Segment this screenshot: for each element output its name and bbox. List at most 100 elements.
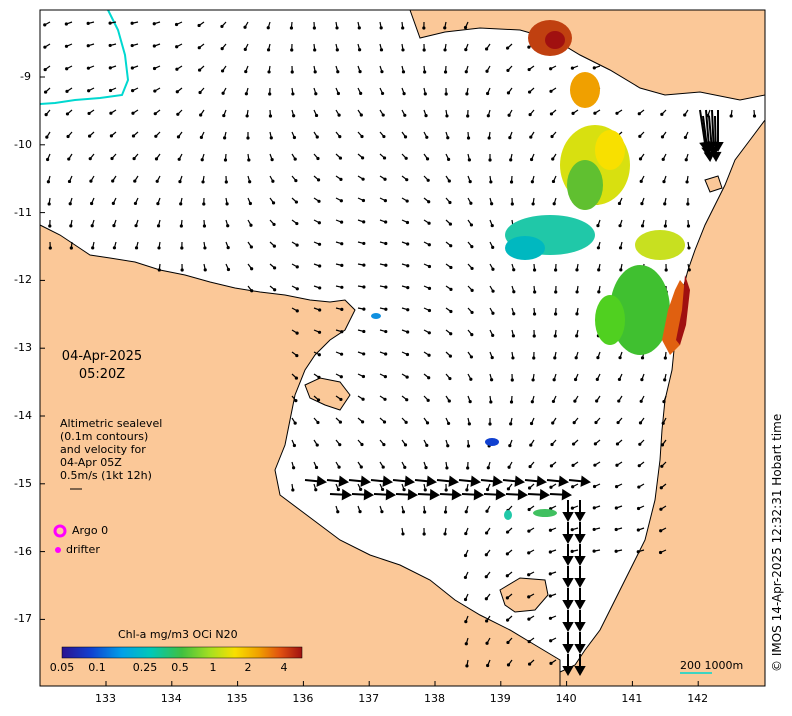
velocity-arrow-head (548, 550, 552, 554)
drifter-label: drifter (66, 543, 100, 556)
velocity-arrow-head (575, 312, 579, 316)
velocity-arrow-head (197, 68, 202, 72)
velocity-arrow-head (111, 179, 115, 183)
velocity-arrow-head (46, 157, 50, 162)
velocity-arrow-head (463, 597, 468, 602)
velocity-arrow-head (527, 529, 531, 533)
velocity-arrow-head (532, 334, 536, 338)
jet-arrow-head (574, 644, 586, 655)
velocity-arrow-head (505, 530, 510, 534)
velocity-arrow-head (662, 180, 666, 184)
velocity-arrow-head (405, 375, 409, 379)
velocity-arrow-head (130, 66, 134, 70)
jet-arrow-head (710, 151, 722, 163)
colorbar-tick: 1 (209, 661, 217, 674)
velocity-arrow-head (316, 178, 321, 182)
velocity-arrow-head (530, 400, 534, 404)
velocity-arrow-head (528, 112, 532, 117)
velocity-arrow-head (532, 268, 537, 272)
velocity-arrow-head (551, 399, 556, 404)
velocity-arrow-head (485, 487, 490, 492)
velocity-arrow-head (549, 67, 553, 71)
velocity-arrow-head (361, 374, 366, 379)
jet-arrow-head (451, 488, 463, 501)
velocity-arrow-head (618, 246, 623, 250)
velocity-arrow-head (484, 597, 488, 601)
velocity-arrow-head (380, 510, 384, 514)
velocity-arrow-head (470, 310, 474, 315)
velocity-arrow-head (362, 329, 366, 334)
velocity-arrow-head (465, 92, 469, 96)
velocity-arrow-head (48, 224, 52, 228)
velocity-arrow-head (449, 287, 453, 291)
velocity-arrow-head (506, 663, 511, 667)
velocity-arrow-head (446, 421, 451, 426)
velocity-arrow-head (134, 246, 139, 250)
velocity-arrow-head (406, 286, 410, 290)
velocity-arrow-head (512, 290, 516, 294)
y-tick-label: -15 (14, 476, 32, 490)
velocity-arrow-head (463, 575, 468, 580)
velocity-arrow-head (203, 268, 207, 272)
velocity-arrow-head (339, 220, 344, 224)
velocity-arrow-head (448, 354, 452, 358)
colorbar-title: Chl-a mg/m3 OCi N20 (118, 628, 238, 641)
velocity-arrow-head (294, 399, 298, 403)
island-groote (499, 577, 549, 613)
velocity-arrow-head (248, 180, 252, 184)
x-tick-label: 142 (687, 692, 709, 705)
velocity-arrow-head (201, 180, 205, 184)
y-tick-label: -17 (14, 612, 32, 626)
velocity-arrow-head (617, 399, 621, 403)
velocity-arrow-head (506, 68, 510, 73)
velocity-arrow-head (637, 464, 641, 468)
velocity-arrow-head (427, 286, 432, 291)
velocity-arrow-head (527, 486, 532, 490)
velocity-arrow-head (616, 420, 620, 425)
velocity-arrow-head (531, 378, 535, 382)
velocity-arrow-head (45, 135, 49, 139)
jet-arrow-head (562, 600, 574, 611)
velocity-arrow-head (360, 134, 364, 139)
velocity-arrow-head (402, 92, 406, 96)
velocity-arrow-head (179, 202, 183, 206)
velocity-arrow-head (553, 356, 557, 360)
velocity-arrow-head (316, 398, 321, 402)
velocity-arrow-head (338, 420, 342, 424)
velocity-arrow-head (154, 157, 159, 161)
velocity-arrow-head (220, 47, 224, 51)
colorbar (61, 646, 303, 659)
velocity-arrow-head (357, 26, 361, 30)
velocity-arrow-head (552, 202, 556, 206)
velocity-arrow-head (663, 378, 667, 382)
jet-arrow-head (429, 488, 441, 501)
velocity-arrow-head (491, 289, 495, 293)
velocity-arrow-head (506, 91, 511, 95)
velocity-arrow-head (596, 224, 600, 228)
velocity-arrow-head (405, 398, 409, 402)
land-right (543, 118, 766, 687)
velocity-arrow-head (570, 66, 575, 70)
velocity-arrow-head (269, 136, 273, 140)
velocity-arrow-head (506, 46, 510, 50)
velocity-arrow-head (290, 70, 294, 74)
land-top-right (409, 9, 766, 101)
velocity-arrow-head (551, 157, 555, 161)
velocity-arrow-head (362, 220, 366, 224)
velocity-arrow-head (465, 488, 469, 492)
velocity-arrow-head (64, 44, 69, 48)
velocity-arrow-head (339, 397, 343, 402)
velocity-arrow-head (384, 307, 388, 311)
velocity-arrow-head (360, 156, 365, 160)
velocity-arrow-head (176, 135, 181, 139)
velocity-arrow-head (174, 22, 179, 27)
velocity-arrow-head (175, 45, 179, 49)
velocity-arrow-head (575, 290, 579, 294)
velocity-arrow-head (527, 507, 531, 512)
velocity-arrow-head (272, 266, 277, 270)
velocity-arrow-head (463, 25, 468, 30)
velocity-arrow-head (592, 549, 596, 553)
velocity-arrow-head (505, 552, 509, 556)
jet-arrow-head (404, 475, 416, 487)
velocity-arrow-head (530, 180, 534, 184)
